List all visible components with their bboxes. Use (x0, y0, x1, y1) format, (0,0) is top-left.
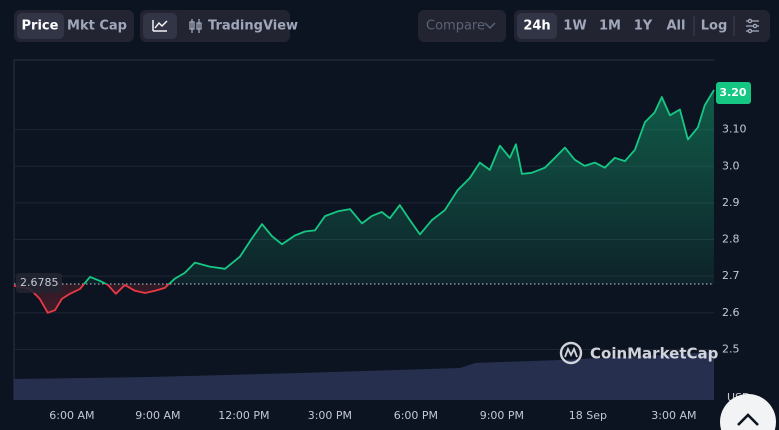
logo (559, 341, 583, 365)
watermark-text: CoinMarketCap (590, 345, 719, 363)
range-1m[interactable]: 1M (599, 19, 621, 34)
style-tabs: TradingView (140, 10, 298, 42)
price-line (13, 89, 715, 314)
x-tick-label: 6:00 AM (49, 409, 94, 422)
watermark: CoinMarketCap (559, 341, 719, 365)
compare: Compare (418, 10, 506, 42)
range-1w[interactable]: 1W (563, 19, 586, 34)
baseline-badge (16, 273, 62, 294)
range-tabs: 24h 1W 1M 1Y All Log (514, 10, 770, 42)
tab-active (517, 13, 557, 39)
log-button[interactable]: Log (701, 19, 728, 34)
baseline-label: 2.6785 (20, 276, 59, 289)
chevron (484, 22, 496, 30)
range-1y[interactable]: 1Y (634, 19, 653, 34)
y-tick-label: 2.9 (722, 196, 740, 209)
compare-button[interactable]: Compare (426, 19, 485, 34)
plot: 2.6785 3.20 (13, 81, 751, 314)
compare-box (418, 10, 506, 42)
current-price-badge (716, 81, 751, 104)
x-tick-label: 9:00 AM (135, 409, 180, 422)
chevron (737, 413, 759, 426)
y-tick-label: 2.5 (722, 342, 740, 355)
tab-active (17, 13, 64, 39)
x-tick-label: 3:00 AM (651, 409, 696, 422)
y-tick-label: 2.7 (722, 269, 740, 282)
tab-group (514, 10, 770, 42)
tab-group (140, 10, 290, 42)
current-price-label: 3.20 (719, 86, 746, 99)
tradingview-button[interactable]: TradingView (208, 19, 298, 34)
price-area (14, 90, 714, 313)
y-tick-label: 2.8 (722, 233, 740, 246)
y-tick-label: 3.10 (722, 123, 747, 136)
y-tick-label: 2.6 (722, 306, 740, 319)
scroll-top-button[interactable] (720, 394, 776, 430)
tab-mkt-cap[interactable]: Mkt Cap (67, 19, 127, 34)
volume-area (14, 352, 714, 400)
line-style-button[interactable] (143, 13, 177, 39)
settings-button[interactable] (746, 18, 759, 34)
x-tick-label: 9:00 PM (480, 409, 524, 422)
range-24h[interactable]: 24h (523, 19, 550, 34)
icon (154, 20, 168, 29)
candle-icon (189, 19, 202, 33)
scroll-button[interactable] (720, 394, 776, 430)
x-tick-label: 12:00 PM (218, 409, 269, 422)
y-tick-label: 3.0 (722, 159, 740, 172)
tab-price[interactable]: Price (22, 19, 59, 34)
logo (564, 346, 578, 358)
x-tick-label: 18 Sep (569, 409, 607, 422)
x-tick-label: 6:00 PM (394, 409, 438, 422)
metric-tabs: Price Mkt Cap (14, 10, 134, 42)
x-tick-label: 3:00 PM (308, 409, 352, 422)
range-all[interactable]: All (667, 19, 686, 34)
